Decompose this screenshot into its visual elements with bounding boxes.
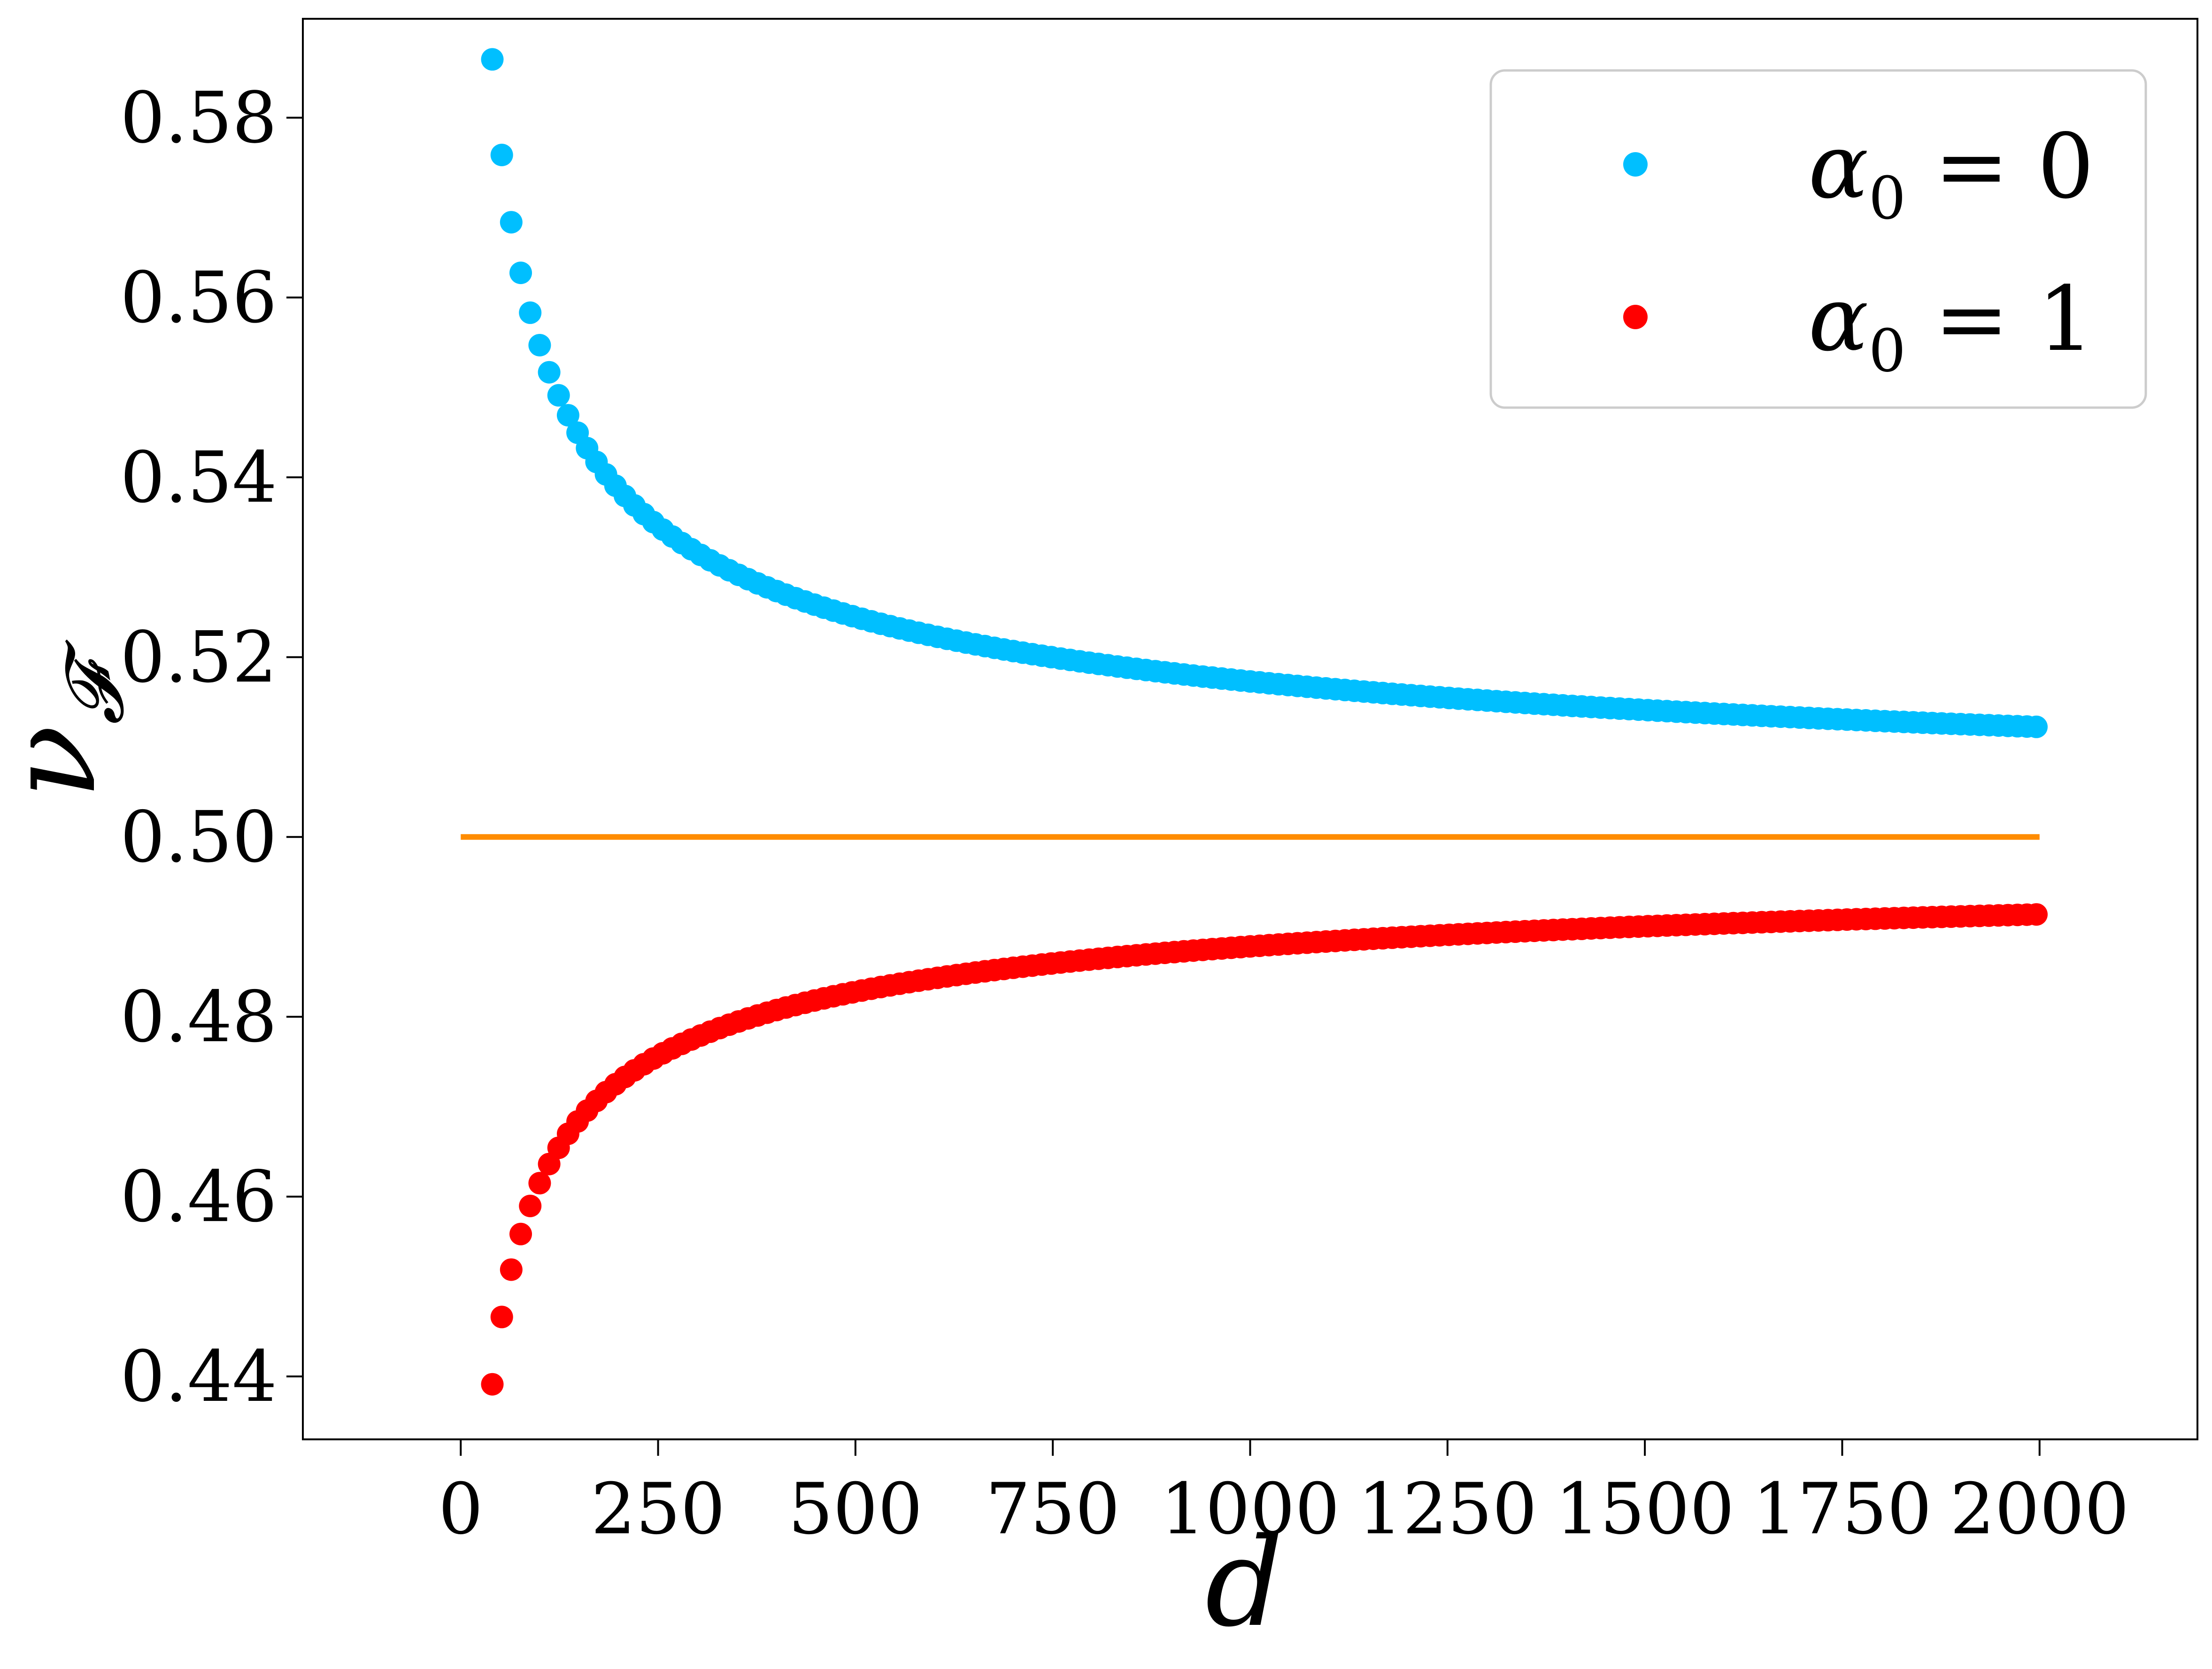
legend-box [1489,69,2147,409]
data-point [528,334,551,356]
data-point [500,211,523,234]
legend-label-series-0-main: α [1808,115,1868,218]
data-point [481,1373,504,1396]
y-tick-label: 0.46 [120,1156,277,1238]
y-axis-title-main: ν [0,725,123,799]
data-point [2025,903,2048,926]
data-point [490,1306,513,1329]
series-0 [481,48,2048,738]
x-tick-label: 1000 [1161,1468,1340,1550]
series-1 [481,903,2048,1396]
x-axis-ticks: 0 250 500 750 1000 1250 1500 1750 2000 [439,1439,2129,1550]
x-tick-label: 750 [986,1468,1120,1550]
y-tick-label: 0.44 [120,1336,277,1418]
x-tick-label: 1750 [1753,1468,1932,1550]
x-tick-label: 250 [591,1468,725,1550]
x-axis-title: d [1205,1512,1283,1654]
legend-label-series-0: α0 = 0 [1808,115,2094,232]
data-point [509,262,532,284]
x-tick-label: 1250 [1358,1468,1537,1550]
data-point [500,1258,523,1281]
y-tick-label: 0.50 [120,796,277,878]
legend-marker-series-1 [1623,305,1648,329]
data-point [519,301,542,324]
data-point [481,48,504,71]
data-point [538,361,561,384]
legend-label-series-0-sub: 0 [1869,164,1906,232]
x-tick-label: 0 [439,1468,483,1550]
data-point [556,404,579,427]
data-point [509,1222,532,1245]
data-point [528,1172,551,1195]
y-tick-label: 0.54 [120,437,277,518]
legend-label-series-1-sub: 0 [1869,317,1906,385]
data-point [2025,715,2048,738]
data-point [490,144,513,166]
y-axis-ticks: 0.44 0.46 0.48 0.50 0.52 0.54 0.56 0.58 [120,77,303,1418]
x-tick-label: 500 [788,1468,923,1550]
legend: α0 = 0 α0 = 1 [1489,69,2147,409]
y-tick-label: 0.58 [120,77,277,159]
legend-marker-series-0 [1623,152,1648,177]
y-tick-label: 0.48 [120,976,277,1058]
data-point [519,1195,542,1217]
y-tick-label: 0.52 [120,617,277,698]
x-tick-label: 2000 [1950,1468,2129,1550]
x-tick-label: 1500 [1555,1468,1734,1550]
plot-marks [461,48,2048,1396]
legend-label-series-1: α0 = 1 [1808,267,2094,385]
legend-label-series-1-main: α [1808,267,1868,371]
legend-label-series-1-rest: = 1 [1906,267,2094,371]
legend-label-series-0-rest: = 0 [1906,115,2094,218]
y-tick-label: 0.56 [120,257,277,339]
data-point [547,384,570,407]
